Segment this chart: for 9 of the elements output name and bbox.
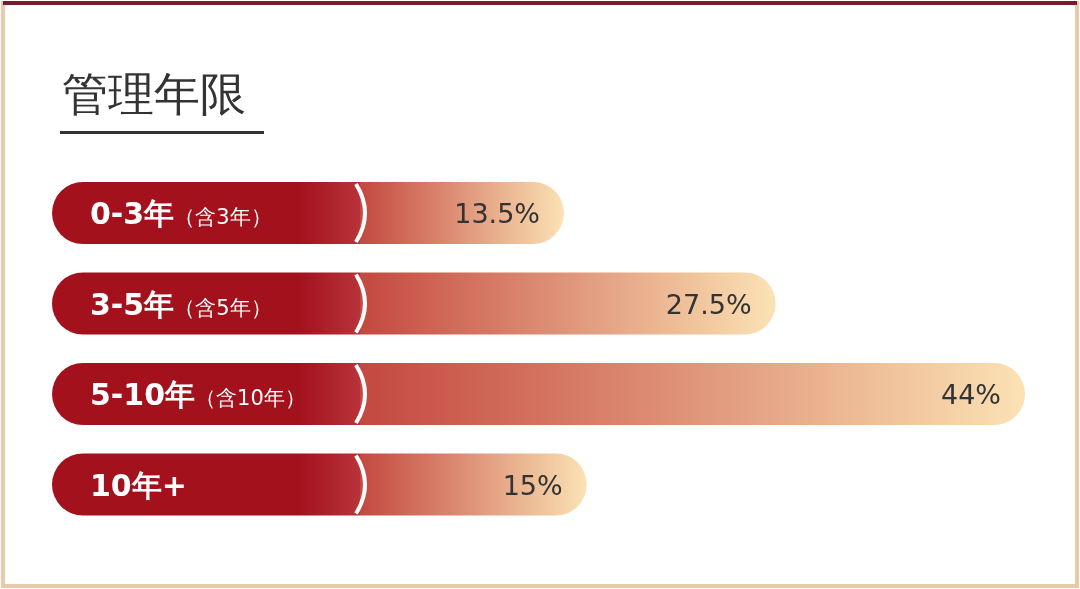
- chart-title: 管理年限: [62, 67, 246, 121]
- y-tick-label: 0-3年（含3年）: [90, 196, 272, 231]
- y-tick-label: 5-10年（含10年）: [90, 377, 306, 412]
- y-tick-label: 3-5年（含5年）: [90, 286, 272, 322]
- data-label: 15%: [502, 469, 563, 501]
- data-label: 27.5%: [665, 288, 752, 320]
- y-tick-label: 10年+: [90, 467, 187, 503]
- data-label: 44%: [940, 379, 1001, 410]
- data-label: 13.5%: [454, 198, 541, 229]
